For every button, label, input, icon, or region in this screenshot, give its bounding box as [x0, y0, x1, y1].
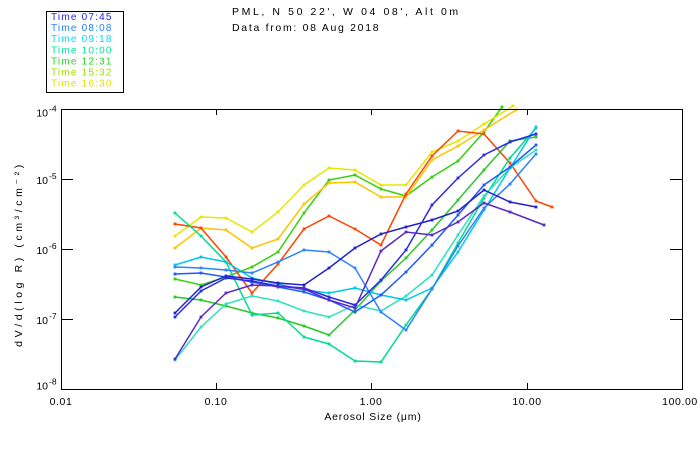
svg-text:100.00: 100.00	[662, 396, 698, 408]
svg-text:10: 10	[36, 175, 48, 187]
svg-text:10: 10	[36, 245, 48, 257]
svg-text:Time 07:45: Time 07:45	[51, 12, 113, 23]
svg-text:Data from: 08 Aug 2018: Data from: 08 Aug 2018	[232, 22, 380, 34]
svg-text:0.01: 0.01	[50, 396, 73, 408]
svg-text:Time 16:30: Time 16:30	[51, 79, 113, 90]
svg-text:10.00: 10.00	[512, 396, 541, 408]
svg-text:10: 10	[36, 381, 48, 393]
svg-text:-7: -7	[49, 311, 57, 321]
svg-text:0.10: 0.10	[205, 396, 228, 408]
svg-text:-6: -6	[49, 241, 57, 251]
svg-text:Time 10:00: Time 10:00	[51, 45, 113, 56]
svg-text:Time 15:32: Time 15:32	[51, 68, 113, 79]
svg-text:Time 09:18: Time 09:18	[51, 34, 113, 45]
svg-text:-5: -5	[49, 171, 57, 181]
svg-text:Aerosol Size (μm): Aerosol Size (μm)	[324, 411, 421, 423]
svg-text:PML, N 50 22', W 04 08', Alt 0: PML, N 50 22', W 04 08', Alt 0m	[232, 6, 461, 18]
svg-text:Time 12:31: Time 12:31	[51, 56, 113, 67]
svg-text:10: 10	[36, 315, 48, 327]
svg-text:dV/d(log R) (cm³/cm⁻²): dV/d(log R) (cm³/cm⁻²)	[13, 161, 25, 347]
svg-text:10: 10	[36, 108, 48, 120]
svg-text:1.00: 1.00	[360, 396, 383, 408]
svg-text:Time 08:08: Time 08:08	[51, 23, 113, 34]
svg-text:-8: -8	[49, 377, 57, 387]
svg-text:-4: -4	[49, 104, 57, 114]
